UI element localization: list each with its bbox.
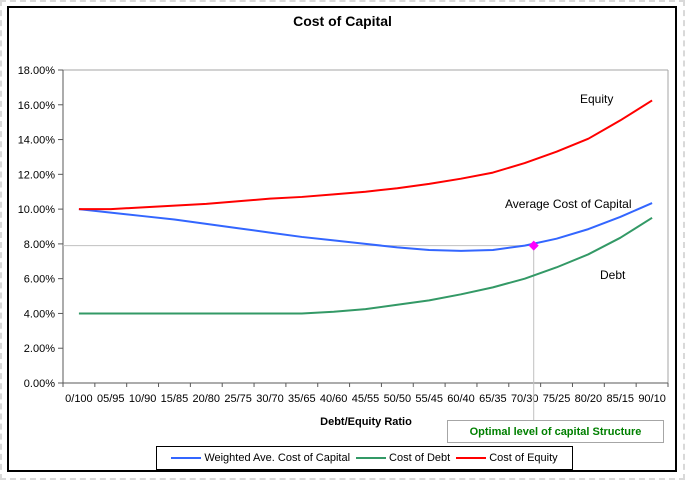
x-axis-title: Debt/Equity Ratio (320, 416, 412, 428)
legend-item-cost-of-equity: Cost of Equity (456, 452, 558, 464)
x-axis-tick-label: 55/45 (415, 393, 443, 405)
legend: Weighted Ave. Cost of Capital Cost of De… (156, 446, 573, 470)
y-axis-tick-label: 6.00% (24, 274, 55, 286)
series-label-average-cost-of-capital: Average Cost of Capital (505, 197, 632, 211)
x-axis-tick-label: 70/30 (511, 393, 539, 405)
y-axis-tick-label: 2.00% (24, 343, 55, 355)
x-axis-tick-label: 80/20 (575, 393, 603, 405)
optimal-annotation-label: Optimal level of capital Structure (469, 425, 642, 438)
x-axis-tick-label: 35/65 (288, 393, 316, 405)
x-axis-tick-label: 75/25 (543, 393, 571, 405)
series-line-weighted-ave-cost-of-capital (78, 202, 653, 252)
optimal-annotation-box: Optimal level of capital Structure (447, 420, 664, 443)
x-axis-tick-label: 40/60 (320, 393, 348, 405)
wacc-line-swatch (171, 457, 202, 459)
y-axis-tick-label: 4.00% (24, 308, 55, 320)
x-axis-tick-label: 05/95 (97, 393, 125, 405)
x-axis-tick-label: 85/15 (606, 393, 634, 405)
chart-border (7, 6, 677, 472)
legend-label-cost-of-equity: Cost of Equity (489, 452, 558, 464)
x-axis-tick-label: 15/85 (161, 393, 189, 405)
series-line-cost-of-debt (78, 216, 653, 315)
cost-of-equity-line-swatch (456, 457, 487, 459)
series-label-debt: Debt (600, 268, 626, 282)
series-label-equity: Equity (580, 92, 614, 106)
x-axis-tick-label: 45/55 (352, 393, 380, 405)
x-axis-tick-label: 50/50 (384, 393, 412, 405)
y-axis-tick-label: 14.00% (18, 135, 56, 147)
y-axis-tick-label: 10.00% (18, 204, 56, 216)
series-line-cost-of-equity (78, 99, 653, 211)
optimal-point-marker (528, 240, 539, 251)
cost-of-debt-line-swatch (356, 457, 387, 459)
legend-item-cost-of-debt: Cost of Debt (356, 452, 450, 464)
legend-label-cost-of-debt: Cost of Debt (389, 452, 451, 464)
y-axis-tick-label: 8.00% (24, 239, 55, 251)
x-axis-tick-label: 25/75 (224, 393, 252, 405)
legend-label-wacc: Weighted Ave. Cost of Capital (204, 452, 351, 464)
legend-item-wacc: Weighted Ave. Cost of Capital (171, 452, 350, 464)
y-axis-tick-label: 16.00% (18, 100, 56, 112)
x-axis-tick-label: 10/90 (129, 393, 157, 405)
x-axis-tick-label: 65/35 (479, 393, 507, 405)
x-axis-tick-label: 20/80 (193, 393, 221, 405)
x-axis-tick-label: 90/10 (638, 393, 666, 405)
x-axis-tick-label: 30/70 (256, 393, 284, 405)
y-axis-tick-label: 12.00% (18, 169, 56, 181)
y-axis-tick-label: 0.00% (24, 378, 55, 390)
y-axis-tick-label: 18.00% (18, 65, 56, 77)
x-axis-tick-label: 0/100 (65, 393, 93, 405)
x-axis-tick-label: 60/40 (447, 393, 475, 405)
chart-title: Cost of Capital (293, 13, 392, 29)
